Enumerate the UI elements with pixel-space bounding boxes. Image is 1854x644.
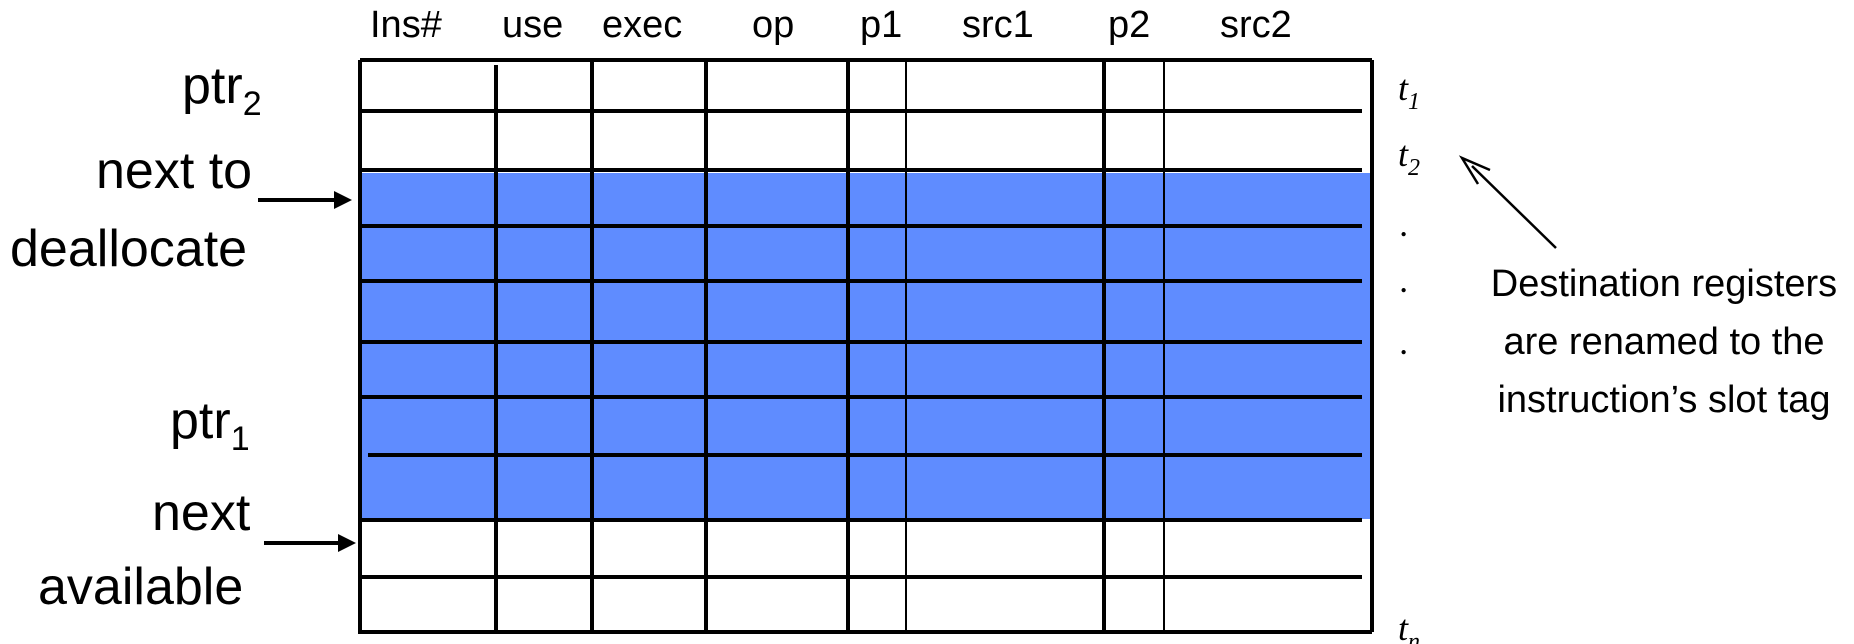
ptr2-desc-line1: next to — [96, 142, 252, 200]
note-line1: Destination registers — [1491, 263, 1837, 305]
tag-dot-3: . — [1400, 322, 1409, 362]
ptr2-desc-line2: deallocate — [10, 220, 247, 278]
col-header-p1: p1 — [860, 4, 902, 46]
col-header-op: op — [752, 4, 794, 46]
tag-dot-1: . — [1400, 204, 1409, 244]
column-headers: Ins# use exec op p1 src1 p2 src2 — [370, 4, 1292, 46]
tag-t1: t1 — [1398, 68, 1420, 115]
col-header-src1: src1 — [962, 4, 1034, 46]
col-header-exec: exec — [602, 4, 682, 46]
tag-dot-2: . — [1400, 260, 1409, 300]
note-line3: instruction’s slot tag — [1497, 379, 1830, 421]
note-arrow — [1458, 155, 1557, 249]
ptr2-arrow — [258, 191, 352, 209]
tag-tn: tn — [1398, 608, 1420, 644]
col-header-ins: Ins# — [370, 4, 442, 46]
col-header-p2: p2 — [1108, 4, 1150, 46]
occupied-slots-band — [360, 173, 1372, 519]
col-header-use: use — [502, 4, 563, 46]
ptr1-label: ptr1 — [170, 392, 250, 458]
col-header-src2: src2 — [1220, 4, 1292, 46]
note-line2: are renamed to the — [1503, 321, 1824, 363]
ptr2-label: ptr2 — [182, 57, 262, 123]
tag-t2: t2 — [1398, 134, 1420, 181]
ptr1-arrow — [264, 534, 356, 552]
ptr1-desc-line2: available — [38, 558, 243, 616]
rob-table — [358, 58, 1374, 634]
ptr1-desc-line1: next — [152, 484, 251, 542]
